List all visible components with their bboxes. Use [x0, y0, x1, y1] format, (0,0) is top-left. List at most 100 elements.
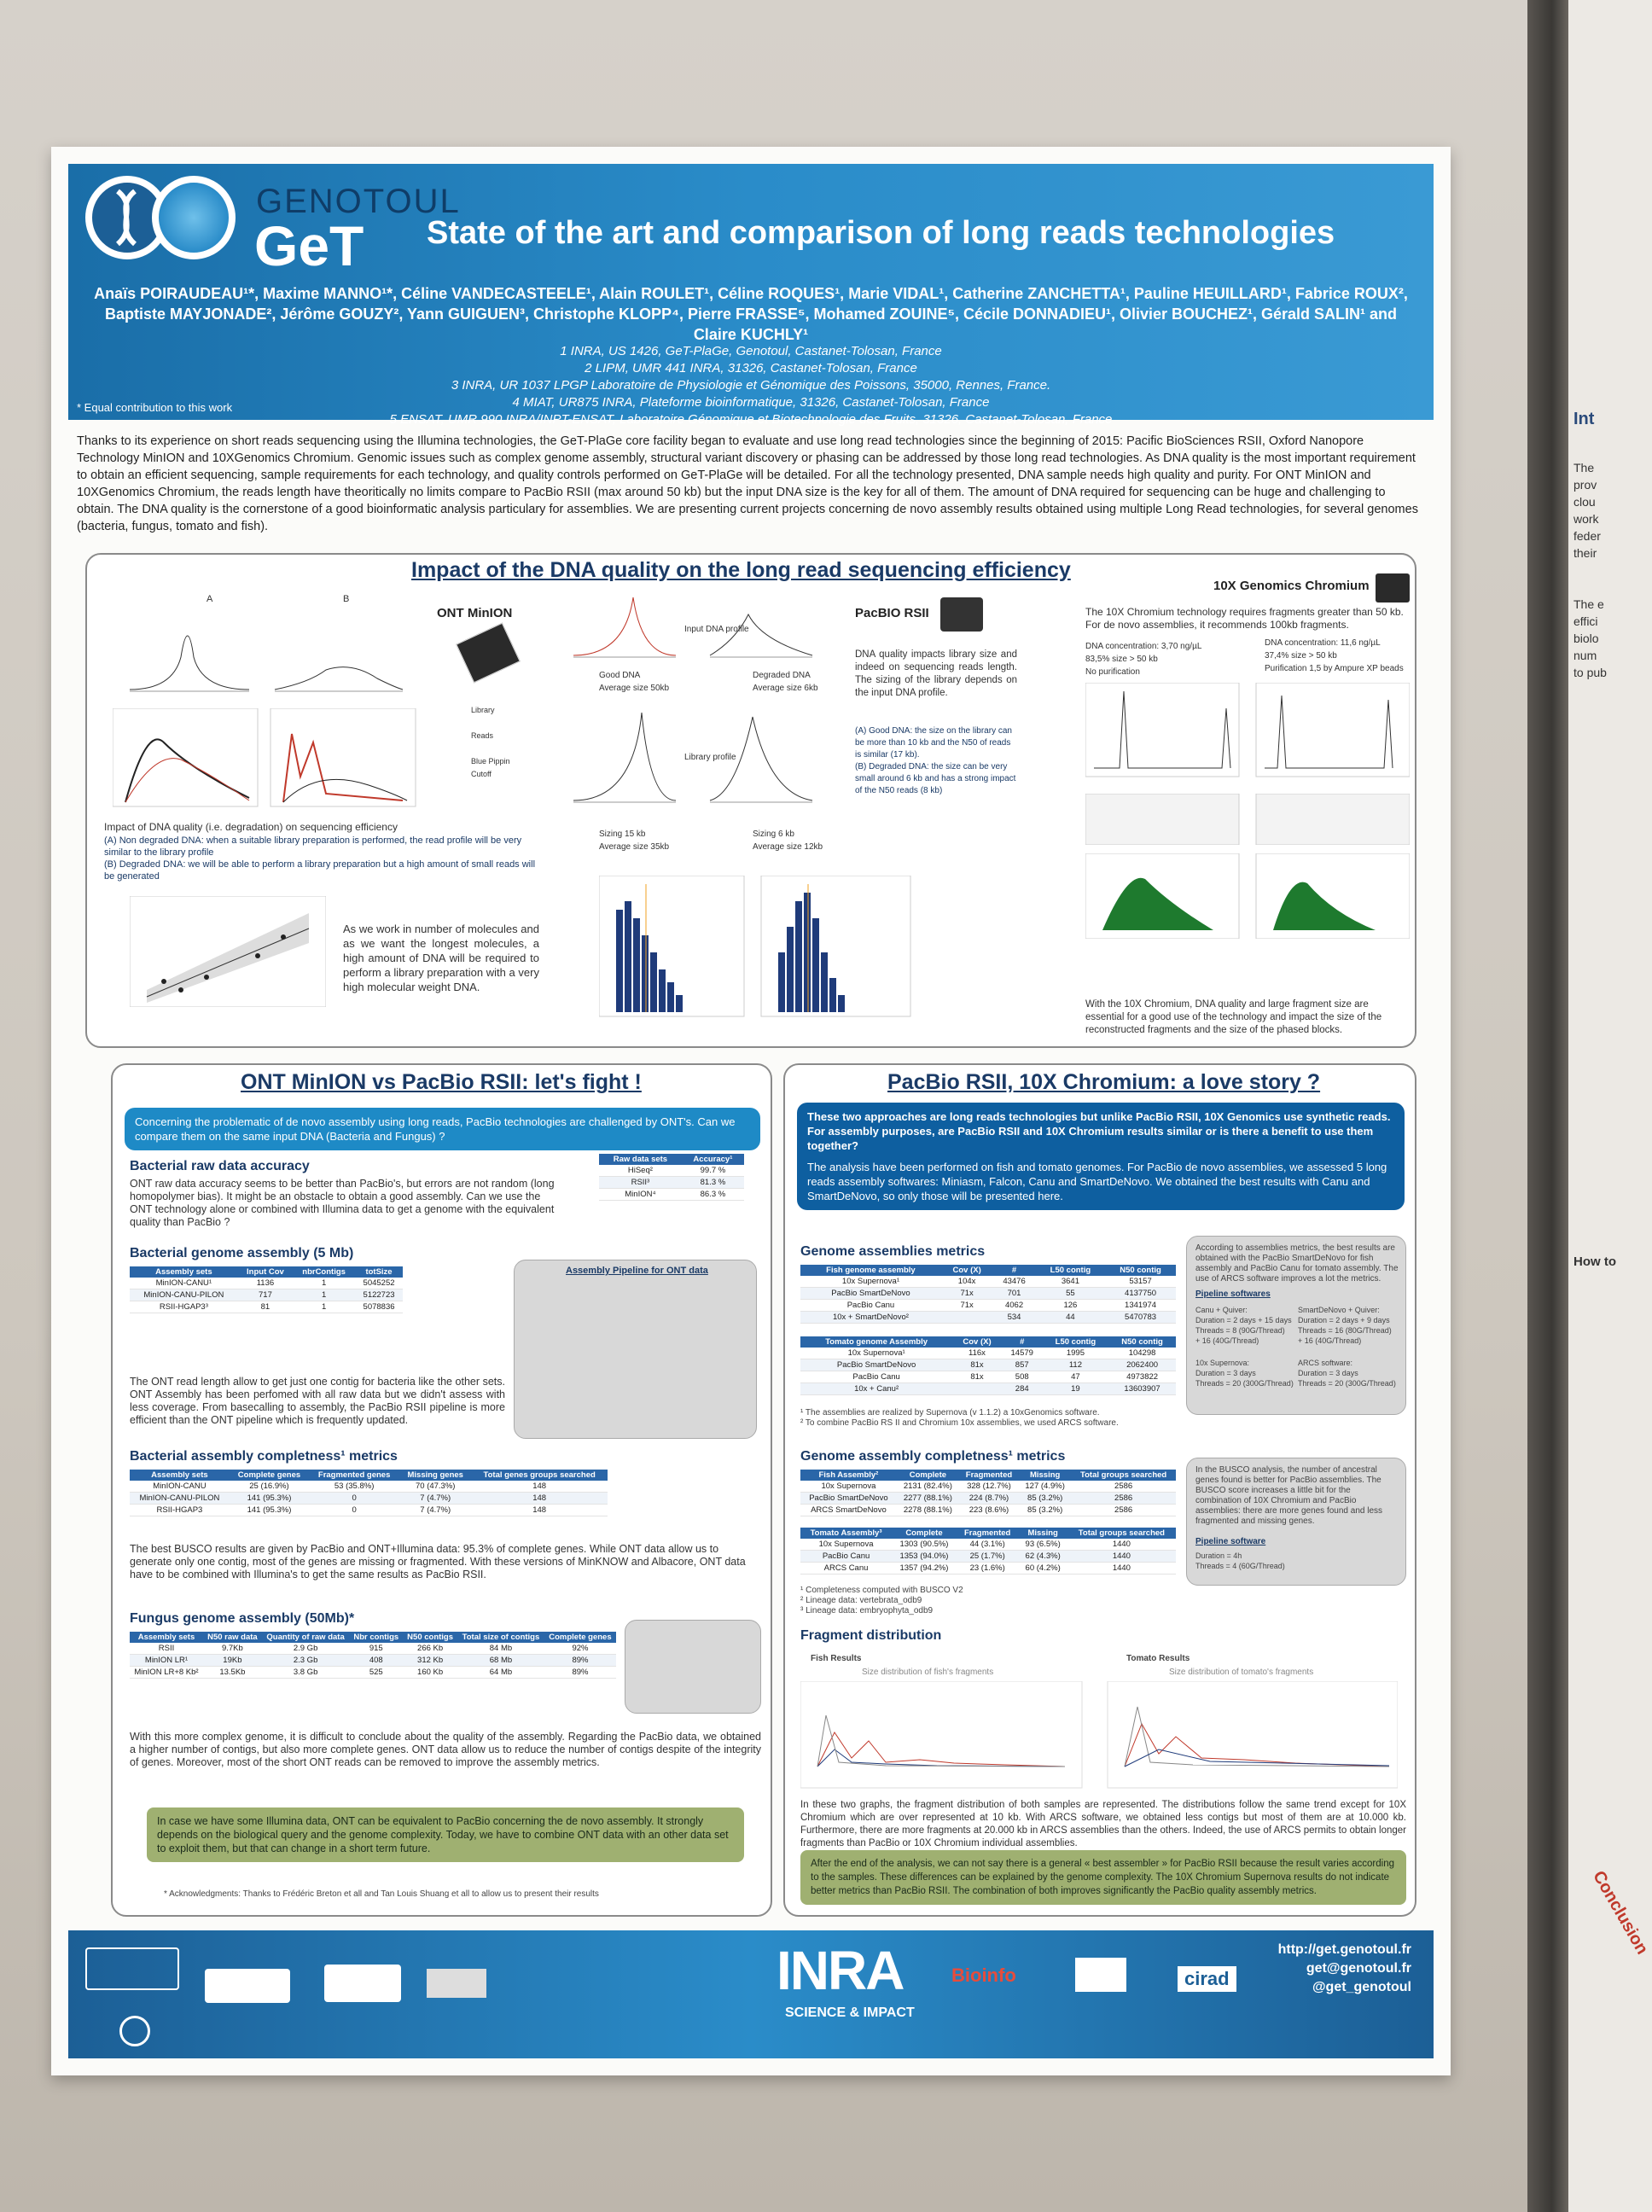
minion-device-icon [456, 622, 521, 684]
section-pacbio-10x: PacBio RSII, 10X Chromium: a love story … [783, 1063, 1416, 1917]
table-header: N50 contigs [403, 1632, 458, 1643]
table-cell: 3641 [1035, 1276, 1106, 1288]
table-cell: 55 [1035, 1287, 1106, 1300]
poster-header: GENOTOUL GeT State of the art and compar… [68, 164, 1434, 427]
table-cell: PacBio SmartDeNovo [800, 1359, 953, 1371]
good-dna-label: Good DNA Average size 50kb [599, 671, 670, 693]
affiliation-line: 1 INRA, US 1426, GeT-PlaGe, Genotoul, Ca… [560, 344, 942, 358]
panel-a-label: A [206, 594, 213, 604]
table-header: L50 contig [1042, 1336, 1109, 1348]
neighbor-text: The e [1573, 597, 1604, 611]
fish-chart-title: Size distribution of fish's fragments [862, 1668, 994, 1677]
twitter-handle[interactable]: @get_genotoul [1312, 1980, 1411, 1994]
table-cell: 5122723 [355, 1289, 403, 1301]
contact-block: http://get.genotoul.fr get@genotoul.fr @… [1278, 1941, 1411, 1997]
affiliation-line: 4 MIAT, UR875 INRA, Plateforme bioinform… [512, 395, 990, 410]
table-cell: PacBio Canu [800, 1550, 893, 1563]
ont-conclusion: In case we have some Illumina data, ONT … [147, 1807, 744, 1862]
tenx-conc-b: DNA concentration: 11,6 ng/µL 37,4% size… [1265, 638, 1404, 673]
table-cell: 1440 [1067, 1550, 1176, 1563]
pipeline-title: Assembly Pipeline for ONT data [566, 1266, 708, 1276]
table-header: L50 contig [1035, 1265, 1106, 1276]
busco-text: The best BUSCO results are given by PacB… [130, 1543, 746, 1580]
table-cell: 4062 [992, 1299, 1036, 1312]
table-cell: 116x [952, 1348, 1002, 1359]
table-cell: 284 [1001, 1382, 1043, 1395]
table-row: PacBio Canu 81x 508 47 4973822 [800, 1371, 1176, 1383]
email-link[interactable]: get@genotoul.fr [1306, 1961, 1411, 1976]
fragment-text: In these two graphs, the fragment distri… [800, 1800, 1406, 1848]
table-header: Total groups searched [1071, 1470, 1176, 1481]
metrics-side-text: According to assemblies metrics, the bes… [1195, 1243, 1399, 1284]
table-row: MinION-CANU-PILON 717 1 5122723 [130, 1289, 403, 1301]
table-cell: 23 (1.6%) [956, 1562, 1019, 1575]
table-header: Nbr contigs [349, 1632, 404, 1643]
table-cell: 2277 (88.1%) [896, 1492, 959, 1505]
affiliation-line: 5 ENSAT, UMR 990 INRA/INPT-ENSAT, Labora… [389, 412, 1113, 427]
table-row: MinION-CANU-PILON 141 (95.3%) 0 7 (4.7%) 148 [130, 1492, 608, 1505]
table-header: Missing [1018, 1528, 1067, 1539]
registered-icon [119, 2016, 150, 2046]
ont-input-profiles [129, 635, 404, 692]
table-cell: 1341974 [1105, 1299, 1176, 1312]
cirad-logo: cirad [1178, 1966, 1236, 1992]
table-header: Quantity of raw data [261, 1632, 350, 1643]
website-link[interactable]: http://get.genotoul.fr [1277, 1942, 1411, 1957]
partner-logo [427, 1969, 486, 1998]
table-cell: 7 (4.7%) [399, 1504, 472, 1516]
raw-accuracy-text: ONT raw data accuracy seems to be better… [130, 1178, 555, 1228]
busco-duration: Duration = 4h Threads = 4 (60G/Thread) [1195, 1551, 1285, 1570]
table-cell: 508 [1001, 1371, 1043, 1383]
fragment-title: Fragment distribution [800, 1628, 942, 1643]
busco-note: ¹ Completeness computed with BUSCO V2 ² … [800, 1586, 963, 1615]
table-row: MinION⁴ 86.3 % [599, 1188, 744, 1201]
inra-logo: INRA [777, 1940, 905, 2001]
table-cell: 62 (4.3%) [1018, 1550, 1067, 1563]
table-cell: 19Kb [202, 1654, 262, 1667]
input-profile-label: Input DNA profile [684, 625, 749, 634]
pacbio-histograms [599, 876, 911, 1017]
table-cell: 71x [940, 1287, 993, 1300]
table-cell: 81.3 % [681, 1176, 744, 1189]
tenx-text: The 10X Chromium technology requires fra… [1085, 606, 1404, 631]
table-cell: MinION-CANU-PILON [130, 1289, 238, 1301]
table-row: PacBio Canu 71x 4062 126 1341974 [800, 1299, 1176, 1312]
busco-pipeline-title: Pipeline software [1195, 1537, 1266, 1546]
table-cell: 223 (8.6%) [958, 1504, 1020, 1516]
degraded-dna-label: Degraded DNA Average size 6kb [753, 671, 818, 693]
table-header: Fragmented [956, 1528, 1019, 1539]
pacbio-library-profiles [573, 712, 813, 803]
table-cell: 53 (35.8%) [309, 1481, 400, 1493]
table-cell: 84 Mb [457, 1643, 544, 1655]
partner-logo [324, 1965, 401, 2002]
table-cell: 10x Supernova¹ [800, 1276, 941, 1288]
fungus-table: Assembly sets N50 raw data Quantity of raw… [130, 1632, 616, 1679]
arcs-pipeline: ARCS software: Duration = 3 days Threads… [1298, 1359, 1396, 1388]
table-row: RSII 9.7Kb 2.9 Gb 915 266 Kb 84 Mb 92% [130, 1643, 616, 1655]
busco-side-text: In the BUSCO analysis, the number of anc… [1195, 1465, 1383, 1526]
ont-scatter-plot [130, 896, 326, 1007]
neighbor-text: Int [1573, 410, 1595, 428]
poster-title: State of the art and comparison of long … [427, 215, 1335, 251]
table-cell: 93 (6.5%) [1018, 1539, 1067, 1551]
ont-read-text: The ONT read length allow to get just on… [130, 1376, 505, 1426]
tenx-size-distributions [1085, 853, 1410, 939]
banner-method: The analysis have been performed on fish… [807, 1161, 1387, 1202]
table-cell: 9.7Kb [202, 1643, 262, 1655]
table-cell: 127 (4.9%) [1019, 1481, 1072, 1493]
table-cell: 717 [237, 1289, 294, 1301]
table-header: Assembly sets [130, 1266, 238, 1278]
logo-org-top: GENOTOUL [256, 183, 461, 220]
table-row: 10x + Canu² 284 19 13603907 [800, 1382, 1176, 1395]
completeness-table: Assembly sets Complete genes Fragmented ge… [130, 1470, 608, 1516]
tomato-metrics-table: Tomato genome Assembly Cov (X) # L50 contig… [800, 1336, 1176, 1395]
metrics-title: Genome assemblies metrics [800, 1244, 986, 1259]
neighbor-text: effici [1573, 614, 1598, 628]
acknowledgments: * Acknowledgments: Thanks to Frédéric Br… [164, 1889, 599, 1899]
table-row: MinION LR+8 Kb² 13.5Kb 3.8 Gb 525 160 Kb 64 M… [130, 1666, 616, 1679]
table-header: Raw data sets [599, 1154, 682, 1165]
table-cell: MinION LR¹ [130, 1654, 203, 1667]
table-cell: 112 [1042, 1359, 1109, 1371]
table-cell: PacBio Canu [800, 1371, 953, 1383]
genotoul-logo: GENOTOUL GeT [85, 176, 459, 277]
